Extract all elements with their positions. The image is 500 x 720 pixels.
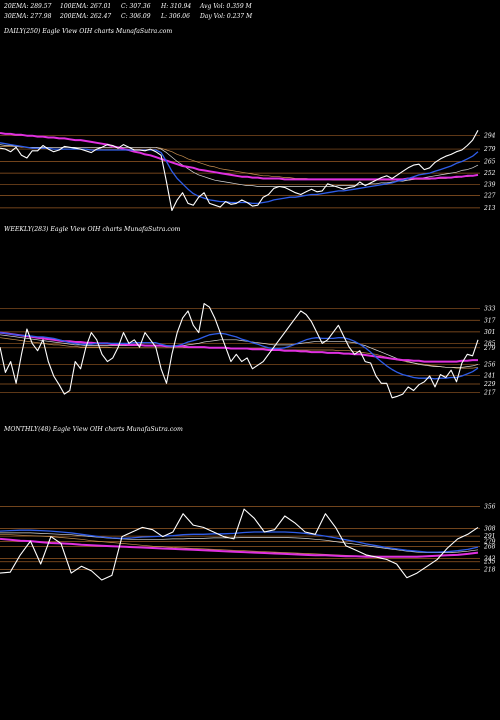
weekly-tick-label: 229 [483, 381, 496, 388]
daily-ema-long-line [0, 132, 479, 181]
daily-tick-label: 213 [483, 205, 496, 212]
stat-100ema: 100EMA: 267.01 [60, 3, 111, 10]
daily-tick-label: 239 [483, 182, 496, 189]
weekly-ema-short-line [0, 331, 479, 380]
monthly-tick-label: 308 [484, 525, 496, 532]
stat-close: C: 307.36 [121, 3, 151, 10]
daily-tick-label: 227 [483, 192, 496, 199]
stats-header: 20EMA: 289.57 100EMA: 267.01 C: 307.36 H… [3, 3, 253, 20]
monthly-panel: MONTHLY(48) Eagle View OIH charts Munafa… [0, 426, 496, 581]
monthly-ema-short-line [0, 529, 479, 553]
monthly-price-line [0, 508, 479, 581]
weekly-panel-title: WEEKLY(283) Eagle View OIH charts Munafa… [4, 226, 181, 233]
daily-levels [0, 135, 480, 209]
monthly-tick-label: 291 [483, 533, 495, 540]
stat-low: L: 306.06 [160, 13, 190, 20]
weekly-panel: WEEKLY(283) Eagle View OIH charts Munafa… [0, 226, 496, 399]
stat-200ema: 200EMA: 262.47 [59, 13, 111, 20]
monthly-tick-label: 218 [483, 566, 496, 573]
stat-open: C: 306.09 [121, 13, 151, 20]
weekly-tick-label: 217 [483, 390, 496, 397]
monthly-tick-label: 279 [483, 539, 496, 546]
daily-panel: DAILY(250) Eagle View OIH charts MunafaS… [0, 28, 496, 212]
stat-day-vol: Day Vol: 0.237 M [199, 13, 253, 20]
monthly-tick-label: 242 [483, 556, 496, 563]
weekly-tick-label: 256 [483, 361, 496, 368]
weekly-tick-label: 317 [484, 317, 496, 324]
daily-tick-label: 265 [483, 159, 496, 166]
weekly-tick-label: 301 [484, 329, 495, 336]
monthly-tick-label: 235 [483, 559, 496, 566]
weekly-price-line [0, 303, 479, 399]
daily-price-line [0, 130, 479, 212]
stat-avg-vol: Avg Vol: 0.359 M [199, 3, 253, 10]
stat-high: H: 310.94 [160, 3, 191, 10]
daily-series [0, 130, 479, 212]
weekly-tick-label: 333 [484, 306, 496, 313]
daily-panel-title: DAILY(250) Eagle View OIH charts MunafaS… [3, 28, 172, 35]
daily-tick-label: 252 [483, 170, 496, 177]
daily-tick-labels: 294 279 265 252 239 227 213 [483, 133, 496, 212]
monthly-panel-title: MONTHLY(48) Eagle View OIH charts Munafa… [3, 426, 183, 433]
stat-20ema: 20EMA: 289.57 [3, 3, 52, 10]
weekly-tick-label: 241 [483, 372, 495, 379]
monthly-series [0, 508, 479, 581]
monthly-levels [0, 506, 480, 570]
weekly-ema-long-line [0, 331, 478, 363]
daily-tick-label: 294 [483, 133, 496, 140]
monthly-ema-mid-a-line [0, 532, 479, 553]
stat-30ema: 30EMA: 277.98 [4, 13, 52, 20]
monthly-ema-long-line [0, 537, 479, 558]
weekly-tick-label: 285 [483, 340, 496, 347]
monthly-tick-label: 268 [483, 544, 496, 551]
monthly-tick-label: 356 [484, 503, 496, 510]
weekly-tick-label: 279 [483, 345, 496, 352]
daily-tick-label: 279 [483, 146, 496, 153]
weekly-series [0, 303, 479, 399]
